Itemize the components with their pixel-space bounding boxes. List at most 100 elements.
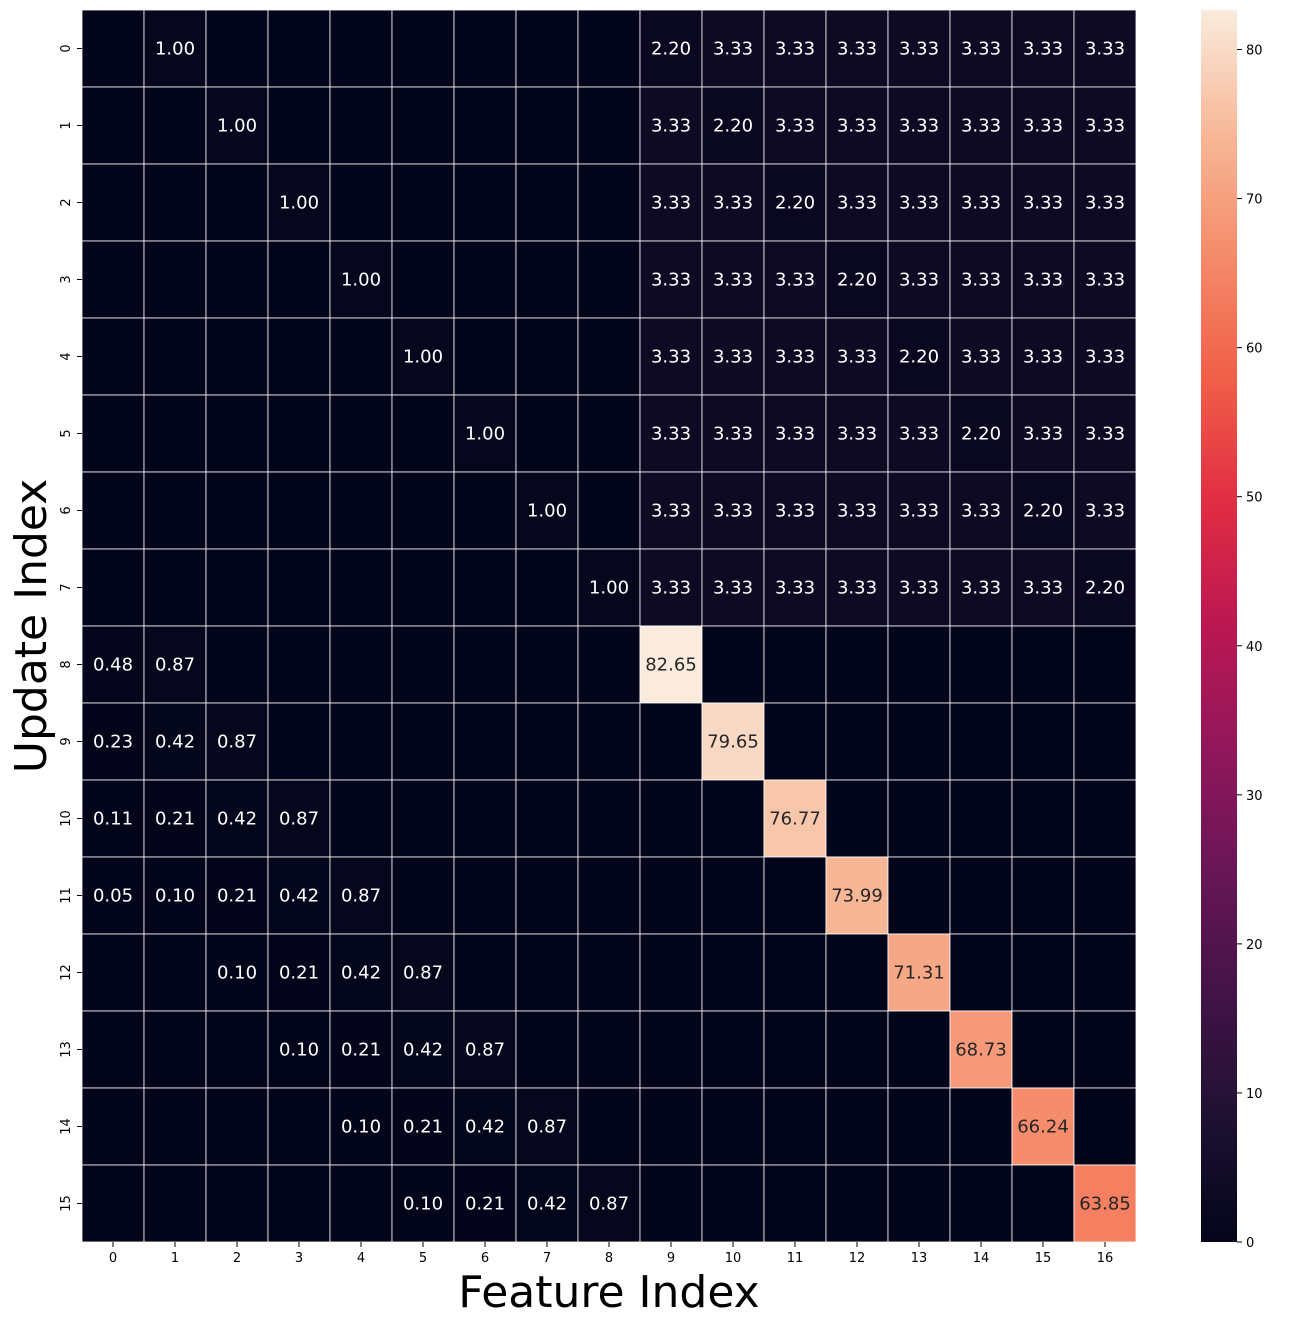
cell-value-label: 3.33: [1085, 424, 1125, 445]
heatmap-cell: [205, 394, 269, 473]
heatmap-cell: [515, 856, 579, 935]
cell-value-label: 0.11: [93, 809, 133, 830]
heatmap-cell: [453, 163, 517, 242]
heatmap-cell: [81, 240, 145, 319]
heatmap-cell: [949, 163, 1013, 242]
heatmap-cell: [887, 933, 951, 1012]
heatmap-cell: [391, 625, 455, 704]
colorbar-tick-label: 10: [1246, 1087, 1263, 1102]
heatmap-cell: [143, 779, 207, 858]
heatmap-cell: [515, 1164, 579, 1243]
y-tick-label: 11: [59, 887, 74, 904]
colorbar-tick-label: 40: [1246, 640, 1263, 655]
heatmap-cell: [763, 86, 827, 165]
cell-value-label: 3.33: [775, 347, 815, 368]
heatmap-cell: [391, 394, 455, 473]
heatmap-cell: [577, 240, 641, 319]
heatmap-cell: [887, 702, 951, 781]
colorbar-tick-label: 80: [1246, 44, 1263, 59]
cell-value-label: 3.33: [651, 501, 691, 522]
cell-value-label: 3.33: [651, 578, 691, 599]
cell-value-label: 3.33: [713, 347, 753, 368]
heatmap-cell: [143, 1087, 207, 1166]
cell-value-label: 1.00: [279, 193, 319, 214]
cell-value-label: 3.33: [1085, 39, 1125, 60]
cell-value-label: 3.33: [651, 270, 691, 291]
x-axis-ticks: 0 1 2 3 4 5 6 7 8 9 10 11 12 13 14 15 16: [109, 1242, 1113, 1266]
heatmap-cell: [701, 394, 765, 473]
cell-value-label: 82.65: [645, 655, 697, 676]
heatmap-cell: [267, 163, 331, 242]
heatmap-cell: [329, 856, 393, 935]
heatmap-cell: [577, 1164, 641, 1243]
heatmap-cell: [81, 1010, 145, 1089]
heatmap-cell: [887, 394, 951, 473]
heatmap-cell: [1011, 933, 1075, 1012]
heatmap-cell: [1011, 240, 1075, 319]
heatmap-cell: [639, 548, 703, 627]
heatmap-cell: [453, 86, 517, 165]
cell-value-label: 0.87: [465, 1040, 505, 1061]
heatmap-cell: [267, 1087, 331, 1166]
heatmap-cell: [701, 625, 765, 704]
cell-value-label: 0.21: [403, 1117, 443, 1138]
heatmap-cell: [329, 317, 393, 396]
heatmap-cell: [515, 9, 579, 88]
x-axis-title: Feature Index: [458, 1267, 759, 1318]
heatmap-cell: [515, 779, 579, 858]
heatmap-cell: [577, 548, 641, 627]
cell-value-label: 71.31: [893, 963, 945, 984]
heatmap-cell: [887, 9, 951, 88]
cell-value-label: 2.20: [961, 424, 1001, 445]
cell-value-label: 3.33: [899, 116, 939, 137]
cell-value-label: 0.21: [465, 1194, 505, 1215]
heatmap-cell: [949, 625, 1013, 704]
heatmap-cell: [887, 1010, 951, 1089]
cell-value-label: 3.33: [713, 270, 753, 291]
heatmap-cell: [81, 933, 145, 1012]
cell-value-label: 73.99: [831, 886, 883, 907]
cell-value-label: 1.00: [155, 39, 195, 60]
cell-value-label: 68.73: [955, 1040, 1007, 1061]
heatmap-cell: [515, 702, 579, 781]
colorbar-tick-label: 0: [1246, 1236, 1254, 1251]
heatmap-cell: [143, 9, 207, 88]
heatmap-cell: [949, 856, 1013, 935]
x-tick-label: 5: [419, 1251, 427, 1266]
x-tick-label: 6: [481, 1251, 489, 1266]
cell-value-label: 2.20: [899, 347, 939, 368]
heatmap-cell: [1011, 1087, 1075, 1166]
heatmap-cell: [391, 471, 455, 550]
cell-value-label: 3.33: [837, 39, 877, 60]
heatmap-cell: [329, 1010, 393, 1089]
cell-value-label: 0.10: [217, 963, 257, 984]
heatmap-cell: [701, 702, 765, 781]
heatmap-cell: [453, 394, 517, 473]
heatmap-cell: [391, 856, 455, 935]
cell-value-label: 3.33: [961, 39, 1001, 60]
cell-value-label: 3.33: [1023, 270, 1063, 291]
heatmap-cell: [887, 856, 951, 935]
cell-value-label: 63.85: [1079, 1194, 1131, 1215]
heatmap-cell: [577, 163, 641, 242]
x-tick-label: 11: [787, 1251, 804, 1266]
heatmap-cell: [825, 548, 889, 627]
heatmap-cell: [453, 856, 517, 935]
heatmap-cell: [1011, 779, 1075, 858]
heatmap-cells: [81, 9, 1137, 1243]
cell-value-label: 3.33: [899, 578, 939, 599]
heatmap-cell: [143, 625, 207, 704]
heatmap-cell: [143, 856, 207, 935]
heatmap-cell: [205, 1087, 269, 1166]
heatmap-cell: [143, 471, 207, 550]
heatmap-cell: [453, 317, 517, 396]
heatmap-cell: [825, 240, 889, 319]
heatmap-cell: [887, 86, 951, 165]
cell-value-label: 3.33: [899, 270, 939, 291]
heatmap-cell: [205, 1164, 269, 1243]
heatmap-cell: [81, 163, 145, 242]
heatmap-cell: [887, 779, 951, 858]
heatmap-cell: [949, 933, 1013, 1012]
x-tick-label: 14: [973, 1251, 990, 1266]
heatmap-cell: [205, 1010, 269, 1089]
